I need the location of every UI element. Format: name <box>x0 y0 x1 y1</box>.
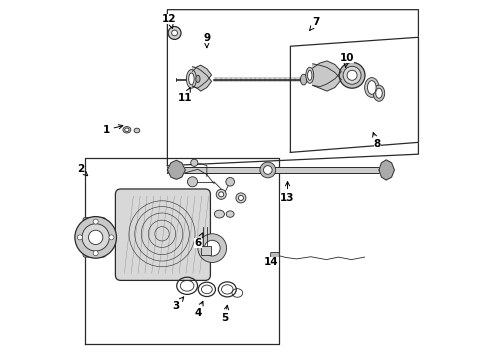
Text: 10: 10 <box>339 53 353 67</box>
Ellipse shape <box>134 128 140 133</box>
Text: 12: 12 <box>162 14 176 28</box>
Polygon shape <box>378 160 394 180</box>
Bar <box>201 246 210 255</box>
Circle shape <box>198 234 226 262</box>
Circle shape <box>171 30 177 36</box>
Ellipse shape <box>307 70 311 80</box>
Text: 2: 2 <box>77 164 87 176</box>
Text: 8: 8 <box>372 132 380 149</box>
Ellipse shape <box>375 88 382 98</box>
Ellipse shape <box>300 74 306 85</box>
Ellipse shape <box>364 78 378 97</box>
Circle shape <box>77 235 82 240</box>
Polygon shape <box>167 160 185 179</box>
Ellipse shape <box>346 70 356 80</box>
Circle shape <box>93 219 98 224</box>
Circle shape <box>216 189 226 199</box>
Circle shape <box>187 177 197 187</box>
FancyBboxPatch shape <box>115 189 210 280</box>
Circle shape <box>190 159 198 166</box>
Ellipse shape <box>226 211 234 217</box>
Text: 11: 11 <box>178 88 192 103</box>
Text: 9: 9 <box>203 33 210 48</box>
Text: 1: 1 <box>102 125 122 135</box>
Text: 3: 3 <box>172 297 183 311</box>
FancyBboxPatch shape <box>83 218 105 257</box>
Circle shape <box>218 192 223 197</box>
Circle shape <box>109 235 114 240</box>
Circle shape <box>88 230 102 244</box>
Ellipse shape <box>367 81 375 94</box>
Polygon shape <box>85 158 278 344</box>
Ellipse shape <box>195 75 200 82</box>
Circle shape <box>168 27 181 40</box>
Text: 14: 14 <box>264 257 278 267</box>
Circle shape <box>204 240 220 256</box>
FancyBboxPatch shape <box>270 252 279 260</box>
Circle shape <box>75 217 116 258</box>
Ellipse shape <box>124 128 129 132</box>
Circle shape <box>225 177 234 186</box>
Text: 7: 7 <box>309 17 319 31</box>
Bar <box>167 167 387 173</box>
Ellipse shape <box>343 66 360 84</box>
Circle shape <box>238 195 243 201</box>
Ellipse shape <box>188 73 194 85</box>
Circle shape <box>82 224 109 251</box>
Polygon shape <box>167 10 418 166</box>
Text: 13: 13 <box>280 182 294 203</box>
Text: 6: 6 <box>194 233 203 248</box>
Text: 4: 4 <box>194 301 203 318</box>
Text: 5: 5 <box>221 305 228 323</box>
Ellipse shape <box>214 210 224 218</box>
Polygon shape <box>290 37 418 152</box>
Ellipse shape <box>186 69 196 88</box>
Circle shape <box>260 162 275 178</box>
Circle shape <box>263 166 271 174</box>
Ellipse shape <box>372 85 384 101</box>
Polygon shape <box>312 61 341 91</box>
Ellipse shape <box>122 127 131 133</box>
Circle shape <box>93 251 98 256</box>
Circle shape <box>235 193 245 203</box>
Polygon shape <box>192 65 211 91</box>
Ellipse shape <box>339 62 364 88</box>
Ellipse shape <box>305 67 313 84</box>
